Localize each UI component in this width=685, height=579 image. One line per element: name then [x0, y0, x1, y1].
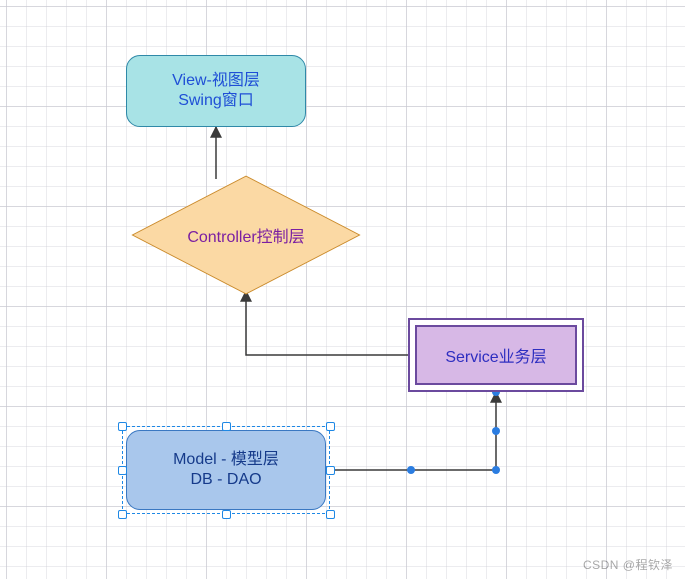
edge-model-to-service[interactable]	[326, 392, 496, 470]
node-view[interactable]: View-视图层 Swing窗口	[126, 55, 306, 127]
selection-handle[interactable]	[326, 510, 335, 519]
node-controller-label: Controller控制层	[187, 223, 304, 247]
selection-handle[interactable]	[118, 422, 127, 431]
watermark: CSDN @程钦泽	[583, 556, 673, 573]
node-model-line1: Model - 模型层	[173, 450, 279, 470]
selection-handle[interactable]	[118, 510, 127, 519]
node-controller[interactable]: Controller控制层	[136, 179, 356, 291]
edge-service-to-controller[interactable]	[246, 291, 408, 355]
edge-midpoint[interactable]	[407, 466, 415, 474]
node-view-line1: View-视图层	[172, 71, 260, 91]
diagram-stage: View-视图层 Swing窗口 Controller控制层 Service业务…	[0, 0, 685, 579]
selection-handle[interactable]	[326, 422, 335, 431]
selection-handle[interactable]	[326, 466, 335, 475]
selection-handle[interactable]	[222, 510, 231, 519]
node-model[interactable]: Model - 模型层 DB - DAO	[126, 430, 326, 510]
edge-midpoint[interactable]	[492, 427, 500, 435]
node-view-line2: Swing窗口	[178, 91, 254, 111]
edge-midpoint[interactable]	[492, 466, 500, 474]
node-service-inner: Service业务层	[415, 325, 577, 385]
node-service-label: Service业务层	[445, 343, 546, 367]
node-service[interactable]: Service业务层	[408, 318, 584, 392]
node-model-line2: DB - DAO	[190, 470, 261, 490]
